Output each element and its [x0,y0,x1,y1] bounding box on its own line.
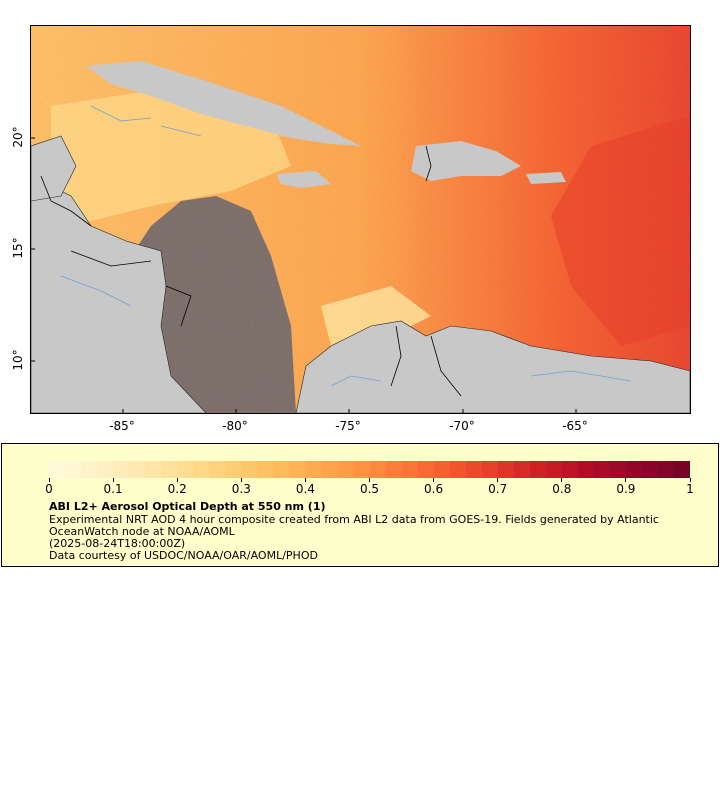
colorbar-tick [304,478,306,482]
colorbar-segment [578,461,595,478]
legend-panel: ABI L2+ Aerosol Optical Depth at 550 nm … [1,443,719,567]
colorbar-tick [433,478,435,482]
colorbar-segment [225,461,242,478]
colorbar-segment [145,461,162,478]
colorbar-tick-label: 1 [686,482,694,496]
colorbar-tick-label: 0.2 [167,482,187,496]
colorbar-tick [497,478,499,482]
colorbar-tick [625,478,627,482]
rivers [60,105,632,387]
colorbar-tick-label: 0.6 [424,482,444,496]
colorbar-segment [321,461,338,478]
country-borders [40,145,462,397]
colorbar-segment [209,461,226,478]
colorbar-segment [626,461,643,478]
map-panel[interactable] [30,25,691,414]
lon-label-75w: -75° [335,419,361,433]
colorbar-segment [497,461,514,478]
colorbar-tick-label: 0.7 [488,482,508,496]
graticule-ticks [31,137,577,413]
colorbar-segment [674,461,691,478]
aod-map [31,26,690,413]
colorbar-tick [112,478,114,482]
colorbar-tick-label: 0.4 [295,482,315,496]
colorbar-segment [177,461,194,478]
lon-label-65w: -65° [562,419,588,433]
colorbar-segment [610,461,627,478]
colorbar-tick-label: 0.9 [616,482,636,496]
colorbar-tick-label: 0.3 [231,482,251,496]
colorbar-segment [273,461,290,478]
colorbar-segment [433,461,450,478]
colorbar-tick-label: 0.5 [359,482,380,496]
colorbar-segment [369,461,386,478]
legend-title: ABI L2+ Aerosol Optical Depth at 550 nm … [49,500,326,513]
colorbar-segment [562,461,579,478]
colorbar-segment [305,461,322,478]
colorbar-segment [241,461,258,478]
colorbar-tick-label: 0.1 [103,482,123,496]
colorbar-segment [385,461,402,478]
colorbar-segment [545,461,562,478]
colorbar-tick-label: 0.8 [552,482,572,496]
aod-field [31,26,690,413]
lon-label-85w: -85° [109,419,135,433]
colorbar-segment [97,461,114,478]
colorbar-tick [689,478,691,482]
colorbar-segment [401,461,418,478]
colorbar-segment [49,461,66,478]
lat-label-20: 20° [11,126,25,148]
legend-timestamp: (2025-08-24T18:00:00Z) [49,537,186,550]
colorbar-tick [561,478,563,482]
colorbar-segment [529,461,546,478]
colorbar-segment [289,461,306,478]
colorbar-segment [465,461,482,478]
colorbar-segment [129,461,146,478]
colorbar-segment [658,461,675,478]
colorbar-segment [481,461,498,478]
colorbar-segment [449,461,466,478]
colorbar-segment [417,461,434,478]
lat-label-15: 15° [11,237,25,259]
lon-label-80w: -80° [222,419,248,433]
colorbar-segment [161,461,178,478]
colorbar-segment [193,461,210,478]
colorbar-segment [642,461,659,478]
legend-description: Experimental NRT AOD 4 hour composite cr… [49,513,659,538]
lat-label-10: 10° [11,349,25,371]
colorbar-segment [594,461,611,478]
colorbar-segment [353,461,370,478]
colorbar-segment [337,461,354,478]
colorbar [49,461,691,478]
colorbar-tick [48,478,50,482]
colorbar-segment [81,461,98,478]
colorbar-tick [369,478,370,482]
colorbar-segment [513,461,530,478]
colorbar-segment [113,461,130,478]
colorbar-tick [176,478,178,482]
colorbar-tick [240,478,242,482]
colorbar-tick-label: 0 [45,482,53,496]
colorbar-segment [65,461,82,478]
lon-label-70w: -70° [449,419,475,433]
legend-credit: Data courtesy of USDOC/NOAA/OAR/AOML/PHO… [49,549,318,562]
colorbar-segment [257,461,274,478]
